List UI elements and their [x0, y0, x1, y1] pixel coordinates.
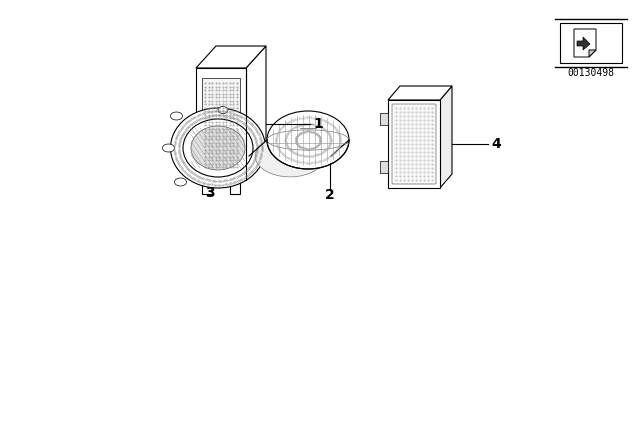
Bar: [202, 180, 212, 194]
Ellipse shape: [267, 111, 349, 169]
Ellipse shape: [170, 108, 266, 188]
Text: 2: 2: [325, 188, 335, 202]
Bar: [202, 78, 240, 170]
Bar: [560, 23, 622, 63]
Bar: [230, 180, 240, 194]
Polygon shape: [574, 29, 596, 57]
Polygon shape: [196, 46, 266, 68]
Bar: [196, 68, 246, 180]
Text: 3: 3: [205, 186, 215, 200]
Ellipse shape: [191, 126, 245, 170]
Bar: [380, 113, 388, 125]
Bar: [388, 100, 440, 188]
Text: 1: 1: [313, 117, 323, 131]
FancyBboxPatch shape: [392, 104, 436, 184]
Ellipse shape: [183, 119, 253, 177]
Polygon shape: [440, 86, 452, 188]
Bar: [380, 161, 388, 173]
Ellipse shape: [163, 144, 175, 152]
Polygon shape: [246, 46, 266, 180]
Polygon shape: [589, 50, 596, 57]
Polygon shape: [388, 86, 452, 100]
Bar: [202, 78, 240, 170]
Ellipse shape: [170, 112, 182, 120]
Text: 4: 4: [491, 137, 500, 151]
Polygon shape: [577, 37, 590, 50]
Ellipse shape: [218, 107, 228, 113]
Text: 00130498: 00130498: [568, 68, 614, 78]
Ellipse shape: [255, 135, 325, 177]
Ellipse shape: [175, 178, 186, 186]
